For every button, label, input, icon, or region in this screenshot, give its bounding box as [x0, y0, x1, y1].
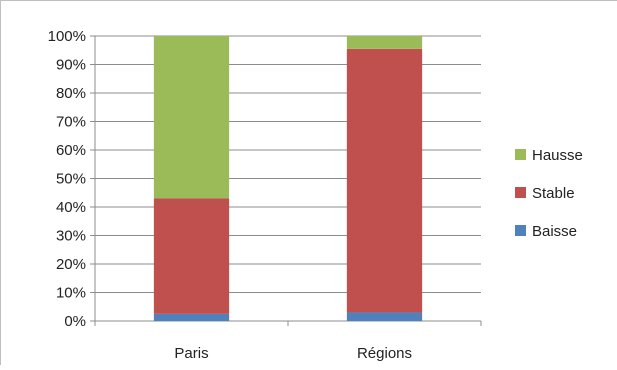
bar-segment-stable	[153, 198, 230, 314]
bar-segment-hausse	[153, 36, 230, 199]
y-tick-label: 30%	[56, 228, 86, 245]
legend: Hausse Stable Baisse	[515, 147, 583, 240]
legend-label-baisse: Baisse	[532, 223, 577, 240]
axes	[90, 35, 482, 326]
x-category-label: Régions	[357, 345, 412, 362]
x-category-labels: Paris Régions	[174, 345, 412, 362]
y-tick-label: 20%	[56, 256, 86, 273]
legend-label-hausse: Hausse	[532, 147, 583, 164]
y-tick-label: 0%	[64, 313, 86, 330]
bar-segment-baisse	[346, 312, 423, 321]
x-category-label: Paris	[174, 345, 208, 362]
legend-swatch-baisse	[515, 225, 526, 236]
y-tick-label: 40%	[56, 199, 86, 216]
bars	[153, 36, 423, 321]
bar-segment-baisse	[153, 313, 230, 321]
y-tick-label: 60%	[56, 142, 86, 159]
y-tick-label: 90%	[56, 57, 86, 74]
legend-swatch-hausse	[515, 149, 526, 160]
y-tick-label: 100%	[48, 28, 86, 45]
y-tick-labels: 0% 10% 20% 30% 40% 50% 60% 70% 80% 90% 100%	[48, 28, 86, 330]
y-tick-label: 80%	[56, 85, 86, 102]
bar-segment-hausse	[346, 36, 423, 49]
y-tick-label: 50%	[56, 171, 86, 188]
gridlines	[95, 35, 481, 293]
legend-label-stable: Stable	[532, 185, 575, 202]
legend-swatch-stable	[515, 187, 526, 198]
bar-segment-stable	[346, 48, 423, 313]
y-tick-label: 70%	[56, 114, 86, 131]
y-tick-label: 10%	[56, 285, 86, 302]
